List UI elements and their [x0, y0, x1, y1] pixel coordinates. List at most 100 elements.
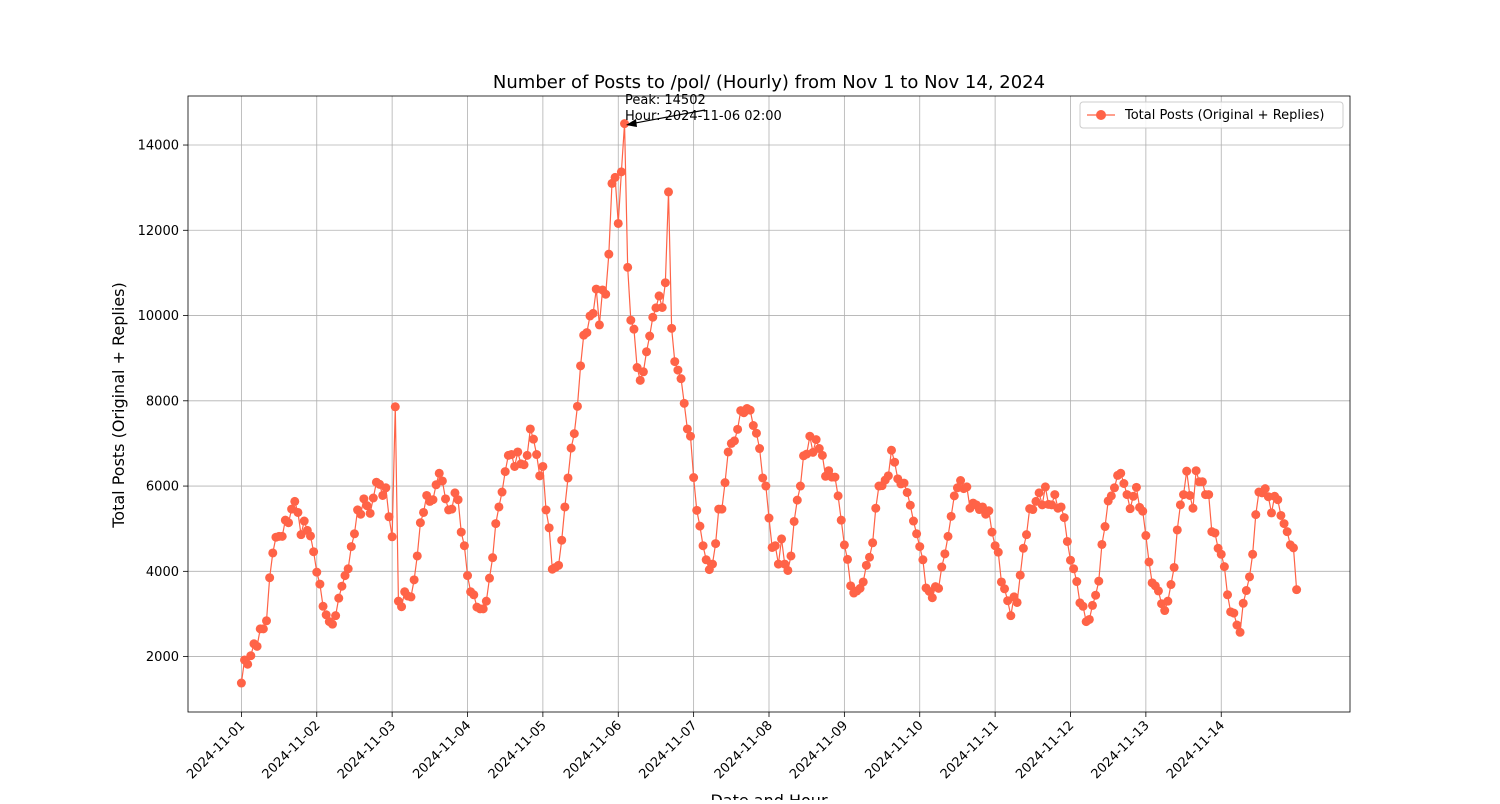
- data-point: [544, 523, 554, 533]
- data-point: [940, 549, 950, 559]
- data-point: [1087, 600, 1097, 610]
- data-point: [1223, 590, 1233, 600]
- y-tick-label: 6000: [146, 480, 179, 495]
- data-point: [265, 573, 275, 583]
- data-point: [268, 548, 278, 558]
- annotation-hour: Hour: 2024-11-06 02:00: [625, 109, 782, 124]
- data-point: [340, 571, 350, 581]
- data-point: [381, 483, 391, 493]
- series: [236, 119, 1302, 688]
- data-point: [682, 424, 692, 434]
- data-point: [733, 424, 743, 434]
- data-point: [1018, 543, 1028, 553]
- data-point: [1248, 549, 1258, 559]
- data-point: [1185, 490, 1195, 500]
- data-point: [1260, 484, 1270, 494]
- data-point: [1188, 503, 1198, 513]
- data-point: [996, 577, 1006, 587]
- data-point: [1069, 564, 1079, 574]
- data-point: [836, 515, 846, 525]
- data-point: [1251, 510, 1261, 520]
- data-point: [525, 424, 535, 434]
- data-point: [513, 447, 523, 457]
- data-point: [642, 347, 652, 357]
- data-point: [698, 541, 708, 551]
- data-point: [419, 507, 429, 517]
- data-point: [252, 641, 262, 651]
- chart-title: Number of Posts to /pol/ (Hourly) from N…: [493, 72, 1045, 93]
- data-point: [748, 421, 758, 431]
- data-point: [563, 473, 573, 483]
- data-point: [934, 583, 944, 593]
- data-point: [1141, 531, 1151, 541]
- data-point: [576, 361, 586, 371]
- data-point: [428, 495, 438, 505]
- data-point: [899, 478, 909, 488]
- y-tick-label: 4000: [146, 565, 179, 580]
- data-point: [927, 593, 937, 603]
- data-point: [846, 581, 856, 591]
- data-point: [346, 542, 356, 552]
- data-point: [1059, 513, 1069, 523]
- data-point: [745, 405, 755, 415]
- data-point: [1012, 597, 1022, 607]
- data-point: [654, 291, 664, 301]
- data-point: [949, 491, 959, 501]
- data-point: [635, 375, 645, 385]
- data-point: [359, 494, 369, 504]
- data-point: [908, 516, 918, 526]
- data-point: [1050, 490, 1060, 500]
- data-point: [890, 457, 900, 467]
- data-point: [1191, 466, 1201, 476]
- data-point: [1100, 522, 1110, 532]
- data-point: [290, 496, 300, 506]
- data-point: [412, 551, 422, 561]
- data-point: [390, 402, 400, 412]
- data-point: [770, 541, 780, 551]
- data-point: [434, 468, 444, 478]
- data-point: [541, 505, 551, 515]
- data-point: [761, 481, 771, 491]
- data-point: [1282, 527, 1292, 537]
- data-point: [648, 312, 658, 322]
- data-point: [755, 444, 765, 454]
- y-tick-label: 12000: [138, 224, 179, 239]
- data-point: [349, 529, 359, 539]
- data-point: [1273, 495, 1283, 505]
- data-point: [1160, 606, 1170, 616]
- data-point: [1229, 608, 1239, 618]
- data-point: [943, 531, 953, 541]
- data-point: [236, 678, 246, 688]
- data-point: [1015, 570, 1025, 580]
- data-point: [554, 560, 564, 570]
- data-point: [453, 495, 463, 505]
- data-point: [795, 481, 805, 491]
- data-point: [645, 331, 655, 341]
- data-point: [1072, 577, 1082, 587]
- data-point: [535, 471, 545, 481]
- data-point: [1078, 601, 1088, 611]
- legend-marker: [1096, 110, 1106, 120]
- x-axis-label: Date and Hour: [710, 791, 827, 800]
- data-point: [406, 592, 416, 602]
- data-point: [491, 519, 501, 529]
- data-point: [1028, 505, 1038, 515]
- data-point: [1166, 580, 1176, 590]
- data-point: [500, 467, 510, 477]
- data-point: [1292, 585, 1302, 595]
- data-point: [616, 167, 626, 177]
- data-point: [1238, 598, 1248, 608]
- legend-box: [1079, 101, 1344, 129]
- data-point: [528, 434, 538, 444]
- data-point: [673, 365, 683, 375]
- data-point: [397, 602, 407, 612]
- data-point: [315, 579, 325, 589]
- data-point: [356, 509, 366, 519]
- y-tick-label: 10000: [138, 309, 179, 324]
- data-point: [773, 559, 783, 569]
- data-point: [833, 491, 843, 501]
- data-point: [1144, 557, 1154, 567]
- data-point: [1056, 502, 1066, 512]
- data-point: [1062, 536, 1072, 546]
- data-point: [871, 503, 881, 513]
